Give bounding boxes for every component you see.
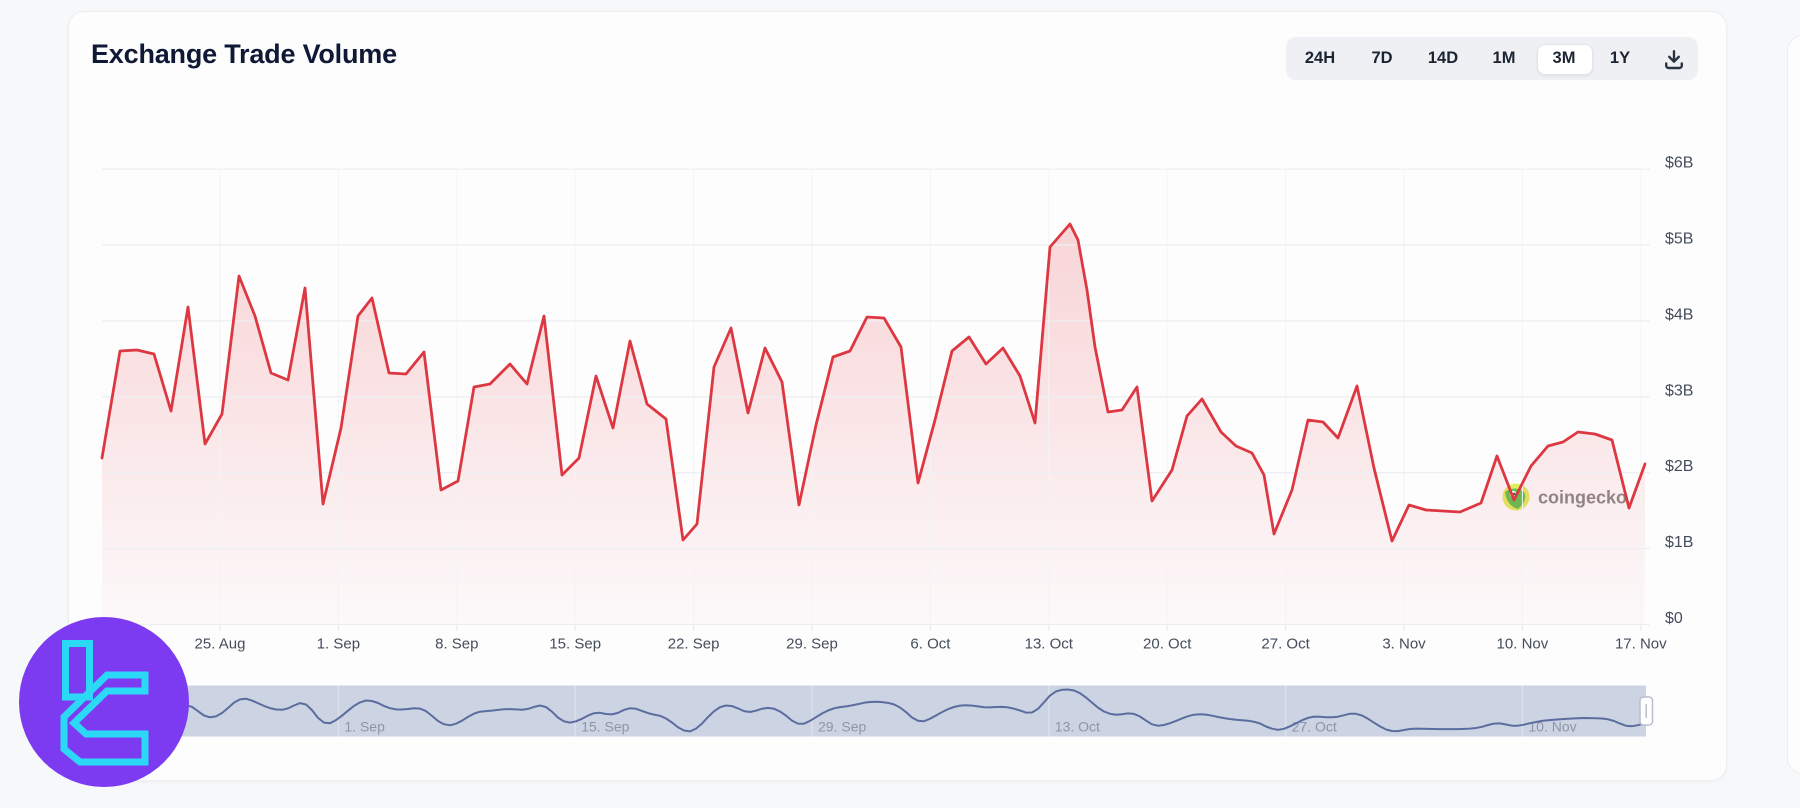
svg-text:20. Oct: 20. Oct — [1143, 636, 1192, 653]
svg-text:1. Sep: 1. Sep — [317, 636, 360, 653]
svg-text:3. Nov: 3. Nov — [1382, 636, 1426, 653]
svg-text:10. Nov: 10. Nov — [1528, 719, 1576, 735]
svg-text:15. Sep: 15. Sep — [549, 636, 601, 653]
svg-text:15. Sep: 15. Sep — [581, 719, 629, 735]
svg-text:1. Sep: 1. Sep — [344, 719, 385, 735]
svg-text:$1B: $1B — [1665, 534, 1693, 551]
svg-text:$4B: $4B — [1665, 306, 1693, 323]
svg-text:29. Sep: 29. Sep — [818, 719, 866, 735]
svg-text:8. Sep: 8. Sep — [435, 636, 478, 653]
svg-text:29. Sep: 29. Sep — [786, 636, 838, 653]
svg-text:6. Oct: 6. Oct — [910, 636, 951, 653]
svg-text:10. Nov: 10. Nov — [1497, 636, 1549, 653]
svg-text:25. Aug: 25. Aug — [195, 636, 246, 653]
svg-text:$0: $0 — [1665, 610, 1683, 627]
svg-text:13. Oct: 13. Oct — [1055, 719, 1100, 735]
svg-text:13. Oct: 13. Oct — [1025, 636, 1074, 653]
svg-text:$2B: $2B — [1665, 458, 1693, 475]
svg-text:27. Oct: 27. Oct — [1261, 636, 1310, 653]
svg-text:$6B: $6B — [1665, 155, 1693, 172]
svg-text:$3B: $3B — [1665, 382, 1693, 399]
svg-text:22. Sep: 22. Sep — [668, 636, 720, 653]
svg-text:27. Oct: 27. Oct — [1292, 719, 1337, 735]
svg-text:17. Nov: 17. Nov — [1615, 636, 1667, 653]
svg-text:$5B: $5B — [1665, 231, 1693, 248]
